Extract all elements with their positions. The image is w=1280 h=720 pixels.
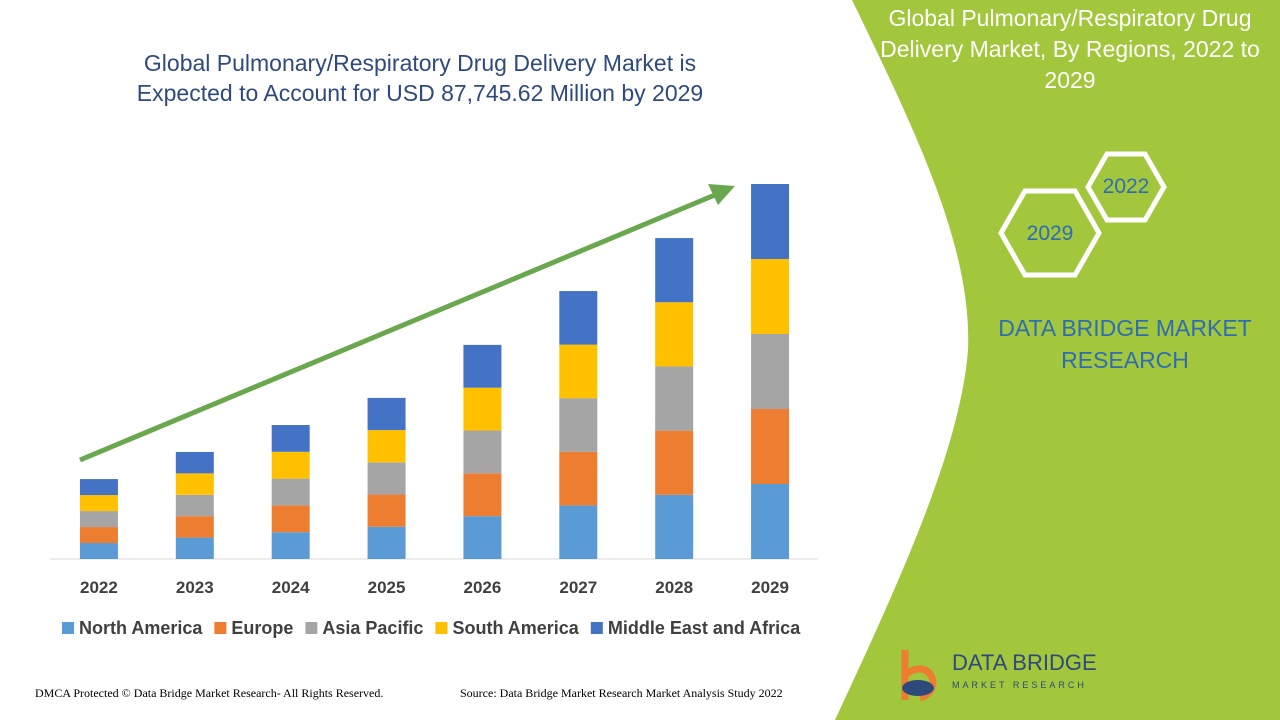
x-tick-label: 2025 <box>368 578 406 597</box>
bar-segment <box>463 344 502 388</box>
bar-segment <box>271 451 310 479</box>
legend-label: Asia Pacific <box>322 618 423 638</box>
bar-segment <box>751 259 790 334</box>
x-tick-label: 2022 <box>80 578 118 597</box>
x-tick-label: 2026 <box>464 578 502 597</box>
bar-segment <box>559 291 598 345</box>
bar-segment <box>463 473 502 517</box>
bar-segment <box>79 543 118 559</box>
bar-segment <box>367 397 406 431</box>
panel-title: Global Pulmonary/Respiratory Drug Delive… <box>880 5 1260 93</box>
bar-segment <box>655 494 694 559</box>
hexagon-label: 2029 <box>1027 222 1074 245</box>
bar-segment <box>751 184 790 259</box>
bar-segment <box>559 451 598 506</box>
x-tick-label: 2023 <box>176 578 214 597</box>
logo-mark <box>902 680 934 696</box>
x-tick-label: 2024 <box>272 578 310 597</box>
legend-swatch <box>305 622 318 634</box>
bar-segment <box>79 479 118 496</box>
chart-title: Global Pulmonary/Respiratory Drug Delive… <box>136 50 704 106</box>
hexagon <box>1085 151 1167 223</box>
bar-segment <box>271 425 310 452</box>
bar-segment <box>751 484 790 559</box>
footer-left: DMCA Protected © Data Bridge Market Rese… <box>35 686 384 700</box>
x-tick-label: 2027 <box>559 578 597 597</box>
legend-swatch <box>62 622 74 634</box>
side-panel <box>835 0 1280 720</box>
bar-segment <box>367 526 406 559</box>
bar-segment <box>655 302 694 367</box>
bar-segment <box>655 238 694 303</box>
bar-segment <box>559 344 598 399</box>
bar-segment <box>751 409 790 484</box>
bar-segment <box>79 495 118 512</box>
footer-right: Source: Data Bridge Market Research Mark… <box>460 686 783 700</box>
legend-label: South America <box>452 618 579 638</box>
legend-swatch <box>435 622 448 634</box>
hexagon <box>998 188 1102 278</box>
bar-segment <box>367 494 406 527</box>
x-tick-label: 2028 <box>655 578 693 597</box>
bar-segment <box>463 387 502 431</box>
bar-segment <box>175 473 214 495</box>
x-tick-label: 2029 <box>751 578 789 597</box>
brand: DATA BRIDGE MARKET RESEARCH <box>998 315 1252 373</box>
bar-segment <box>271 478 310 506</box>
bar-segment <box>655 430 694 495</box>
arrow-head <box>708 184 735 205</box>
bar-segment <box>463 516 502 559</box>
trend-arrow <box>79 189 723 463</box>
bar-segment <box>559 505 598 559</box>
bar-segment <box>175 537 214 559</box>
bar-segment <box>175 516 214 538</box>
bar-segment <box>175 494 214 517</box>
hexagon-label: 2022 <box>1103 175 1150 198</box>
legend-label: Europe <box>231 618 293 638</box>
legend-swatch <box>214 622 227 634</box>
bar-segment <box>559 398 598 452</box>
logo-name: DATA BRIDGE <box>952 650 1097 675</box>
bar-segment <box>271 532 310 559</box>
bar-segment <box>463 430 502 474</box>
bar-segment <box>79 527 118 544</box>
legend-label: Middle East and Africa <box>608 618 801 638</box>
bar-segment <box>79 511 118 528</box>
bar-segment <box>655 366 694 431</box>
bar-segment <box>751 334 790 409</box>
legend-swatch <box>590 622 603 634</box>
bar-segment <box>271 505 310 533</box>
logo-tagline: MARKET RESEARCH <box>952 680 1087 690</box>
legend-label: North America <box>79 618 203 638</box>
bar-segment <box>175 451 214 474</box>
bar-segment <box>367 430 406 463</box>
bar-segment <box>367 462 406 495</box>
